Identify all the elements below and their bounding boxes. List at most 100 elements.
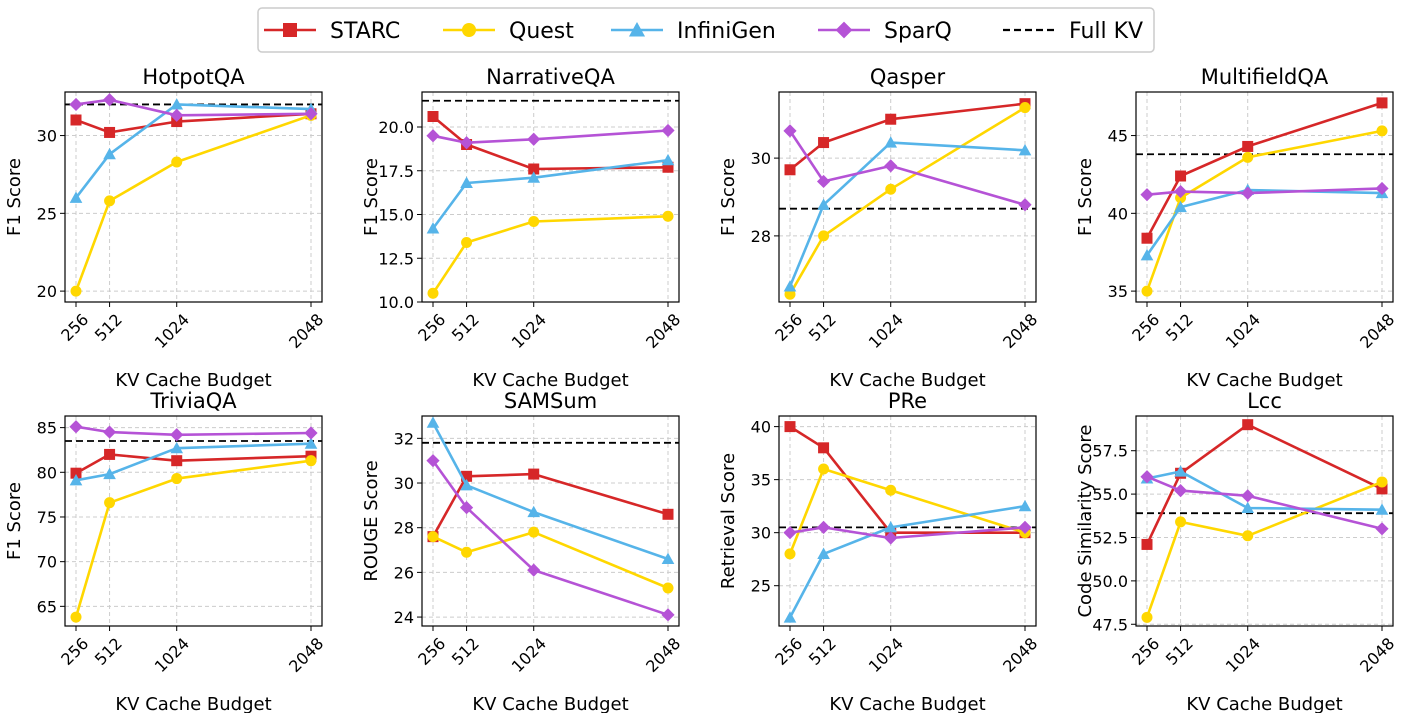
series-infinigen (783, 136, 1032, 292)
y-axis-label: F1 Score (4, 482, 25, 560)
data-point-starc-1024 (171, 455, 183, 467)
data-point-quest-1024 (171, 473, 183, 485)
data-point-starc-1024 (528, 163, 540, 175)
x-tick-label-2048: 2048 (285, 310, 327, 352)
legend-marker-infinigen (628, 21, 646, 37)
y-tick-label-10-0: 10.0 (378, 293, 414, 312)
series-line-quest (788, 106, 1026, 295)
data-point-quest-256 (70, 285, 82, 297)
x-tick-label-2048: 2048 (642, 634, 684, 676)
y-axis-label: F1 Score (361, 158, 382, 236)
legend-label-full-kv: Full KV (1069, 19, 1143, 44)
data-point-infinigen-256 (426, 416, 440, 428)
legend-marker-starc (283, 23, 297, 37)
series-starc (1141, 97, 1388, 244)
x-tick-label-256: 256 (57, 634, 92, 669)
plot-frame (421, 415, 680, 627)
data-point-sparq-256 (783, 124, 797, 138)
series-line-sparq (431, 459, 669, 617)
series-line-starc (1145, 101, 1383, 239)
y-tick-label-20: 20 (37, 282, 57, 301)
series-line-starc (431, 472, 669, 538)
series-sparq (426, 123, 675, 150)
data-point-quest-512 (461, 237, 473, 248)
data-point-infinigen-1024 (884, 136, 898, 148)
series-line-infinigen (431, 158, 669, 230)
x-axis-label: KV Cache Budget (829, 370, 985, 391)
y-axis-label: Code Similarity Score (1075, 424, 1096, 617)
x-axis-label: KV Cache Budget (115, 694, 271, 713)
plot-frame (778, 91, 1037, 303)
series-sparq (783, 520, 1032, 545)
x-tick-label-256: 256 (1128, 310, 1163, 345)
y-tick-label-85: 85 (37, 419, 57, 438)
y-tick-label-25: 25 (751, 577, 771, 596)
data-point-quest-2048 (1376, 125, 1388, 137)
y-tick-label-57-5: 57.5 (1092, 442, 1128, 461)
data-point-quest-256 (70, 611, 82, 623)
y-tick-label-32: 32 (394, 429, 414, 448)
y-axis-label: F1 Score (718, 158, 739, 236)
series-line-infinigen (431, 422, 669, 561)
chart-title: PRe (888, 389, 927, 413)
y-tick-label-24: 24 (394, 608, 414, 627)
data-point-sparq-256 (426, 454, 440, 468)
series-quest (70, 455, 317, 623)
data-point-quest-256 (1141, 285, 1153, 297)
data-point-sparq-1024 (527, 132, 541, 146)
data-point-quest-1024 (885, 183, 897, 195)
series-quest (1141, 476, 1388, 623)
series-line-sparq (75, 98, 312, 117)
y-tick-label-17-5: 17.5 (378, 162, 414, 181)
data-point-infinigen-1024 (527, 505, 541, 518)
data-point-starc-2048 (1376, 97, 1388, 109)
data-point-starc-512 (104, 448, 116, 460)
series-sparq (426, 454, 675, 622)
x-tick-label-256: 256 (414, 634, 449, 669)
series-line-infinigen (788, 141, 1026, 287)
data-point-starc-256 (70, 114, 82, 126)
data-point-starc-256 (784, 421, 796, 433)
data-point-sparq-256 (783, 526, 797, 540)
data-point-infinigen-1024 (170, 441, 184, 454)
series-line-quest (1145, 129, 1383, 292)
series-starc (70, 108, 317, 138)
data-point-starc-2048 (1376, 483, 1388, 495)
x-axis-label: KV Cache Budget (829, 694, 985, 713)
series-quest (427, 210, 674, 299)
data-point-quest-256 (427, 287, 439, 299)
data-point-starc-1024 (1242, 419, 1254, 431)
data-point-starc-512 (104, 126, 116, 138)
series-sparq (1140, 470, 1389, 536)
y-tick-label-40: 40 (1108, 204, 1128, 223)
data-point-infinigen-2048 (1018, 499, 1032, 512)
data-point-sparq-1024 (527, 563, 541, 577)
y-tick-label-35: 35 (1108, 282, 1128, 301)
y-tick-label-75: 75 (37, 508, 57, 527)
data-point-sparq-512 (816, 520, 831, 534)
data-point-sparq-512 (1173, 184, 1188, 199)
series-quest (70, 109, 317, 297)
x-axis-label: KV Cache Budget (472, 694, 628, 713)
data-point-infinigen-512 (1174, 465, 1187, 477)
y-axis-label: F1 Score (4, 158, 25, 236)
legend-marker-quest (462, 23, 476, 37)
chart-title: Qasper (870, 65, 946, 89)
y-tick-label-40: 40 (751, 418, 771, 437)
legend-label-starc: STARC (330, 19, 400, 44)
x-axis-label: KV Cache Budget (472, 370, 628, 391)
legend-label-sparq: SparQ (884, 19, 952, 44)
data-point-sparq-1024 (884, 159, 898, 173)
data-point-quest-512 (104, 195, 116, 207)
x-tick-label-256: 256 (57, 310, 92, 345)
series-line-starc (789, 102, 1026, 171)
data-point-quest-2048 (1376, 476, 1388, 488)
x-axis-label: KV Cache Budget (115, 370, 271, 391)
chart-title: MultifieldQA (1201, 65, 1329, 89)
y-tick-label-65: 65 (37, 597, 57, 616)
